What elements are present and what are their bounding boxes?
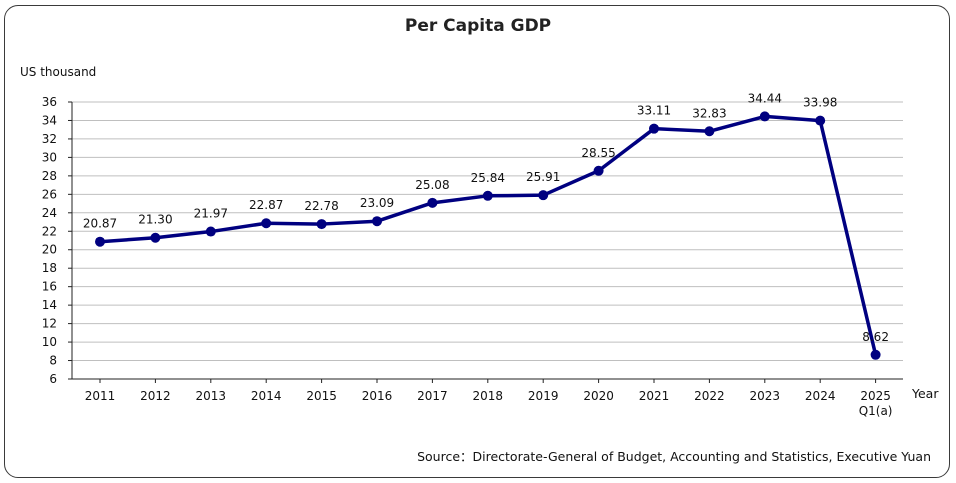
y-tick-label: 10 [42,335,57,349]
data-point [870,349,881,360]
x-tick-label: 2012 [140,389,171,403]
data-point [205,226,216,237]
data-label: 25.08 [415,178,449,192]
y-tick-labels: 6 8 10 12 14 16 18 20 22 24 26 28 30 32 34 36 [42,95,57,386]
data-label: 8.62 [862,330,889,344]
x-tick-label: 2019 [528,389,559,403]
x-tick-label: 2015 [306,389,337,403]
axes [68,101,903,383]
y-tick-label: 14 [42,298,57,312]
y-tick-label: 12 [42,317,57,331]
data-label: 32.83 [692,106,726,120]
data-label: 33.98 [803,96,837,110]
data-label: 23.09 [360,196,394,210]
data-label: 25.91 [526,170,560,184]
data-label: 28.55 [581,146,615,160]
data-point [759,111,770,122]
y-tick-label: 16 [42,280,57,294]
data-point [372,216,382,227]
data-point [150,232,161,243]
y-tick-label: 18 [42,261,57,275]
data-point [261,218,272,229]
data-point [815,115,826,126]
data-point [593,165,604,176]
x-tick-label: 2016 [362,389,393,403]
y-tick-label: 32 [42,132,57,146]
x-tick-label: 2014 [251,389,282,403]
y-tick-label: 8 [49,354,57,368]
data-label: 20.87 [83,217,117,231]
x-tick-label: 2017 [417,389,448,403]
y-tick-label: 30 [42,150,57,164]
data-point [704,126,715,137]
data-point [316,219,327,230]
x-tick-sublabel: Q1(a) [859,404,893,418]
data-point [649,123,659,134]
data-point [482,190,493,201]
data-label: 25.84 [471,171,505,185]
data-labels: 20.87 21.30 21.97 22.87 22.78 23.09 25.08 25.84… [83,91,889,343]
x-tick-label: 2024 [805,389,836,403]
data-label: 34.44 [748,91,782,105]
x-tick-label: 2013 [196,389,227,403]
data-label: 33.11 [637,104,671,118]
y-tick-label: 34 [42,113,57,127]
x-tick-label: 2018 [473,389,504,403]
x-tick-label: 2023 [750,389,781,403]
source-note: Source：Directorate-General of Budget, Ac… [417,449,931,464]
data-point [427,197,438,208]
data-label: 21.30 [138,213,172,227]
y-tick-label: 26 [42,187,57,201]
series [95,111,881,360]
x-tick-label: 2011 [85,389,116,403]
x-axis-label: Year [911,386,939,401]
chart-frame [4,5,950,478]
chart-title: Per Capita GDP [404,16,552,36]
x-tick-label: 2025 [860,389,891,403]
y-tick-label: 6 [49,372,57,386]
data-point [538,190,549,201]
data-label: 21.97 [194,207,228,221]
x-tick-label: 2020 [583,389,614,403]
y-tick-label: 24 [42,206,57,220]
y-tick-label: 20 [42,243,57,257]
x-tick-labels: 2011 2012 2013 2014 2015 2016 2017 2018 2019 2020… [85,389,893,418]
data-label: 22.87 [249,198,283,212]
data-point [95,236,105,247]
gridlines [72,101,903,362]
data-label: 22.78 [304,199,338,213]
x-tick-label: 2021 [639,389,670,403]
y-tick-label: 28 [42,169,57,183]
y-tick-label: 22 [42,224,57,238]
series-line [99,114,878,356]
x-tick-label: 2022 [694,389,725,403]
y-tick-label: 36 [42,95,57,109]
y-axis-label: US thousand [20,65,97,79]
